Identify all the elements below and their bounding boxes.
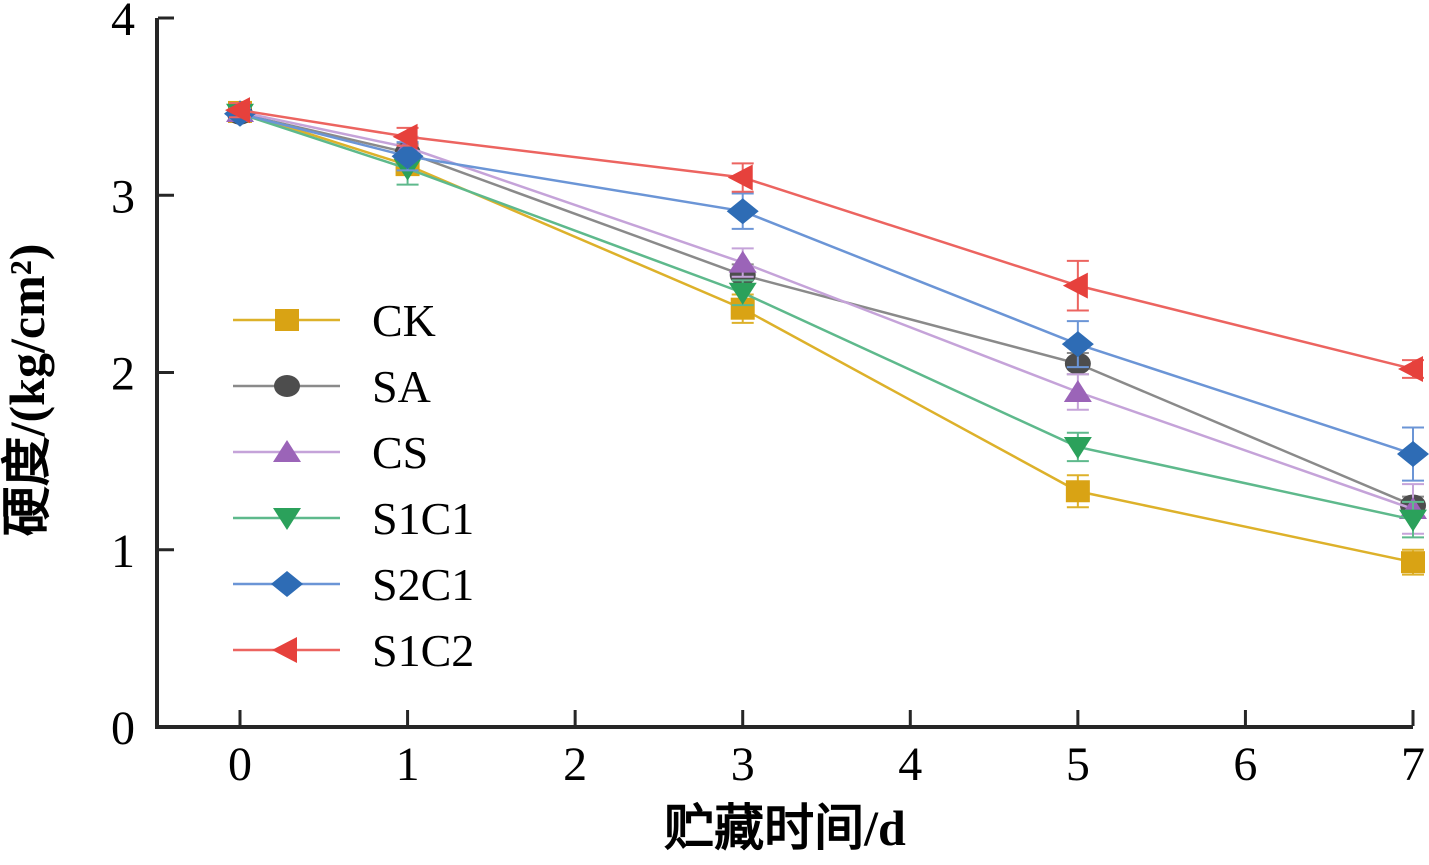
x-tick-label: 3 [731,738,755,791]
axes-lines [155,18,1413,729]
legend-label: S1C1 [372,493,474,544]
data-point-marker [391,143,424,170]
legend-item-SA: SA [233,361,431,412]
data-point-marker [1062,272,1088,299]
data-point-marker [1398,355,1423,382]
x-tick-label: 5 [1066,738,1090,791]
legend-item-CK: CK [233,295,436,346]
data-point-marker [1397,441,1429,468]
data-point-marker [1061,331,1094,358]
data-point-marker [728,250,757,273]
series-S2C1 [224,100,1429,482]
data-point-marker [728,282,757,305]
legend-diamond-marker [271,571,303,597]
data-point-marker [392,123,418,150]
y-tick-label: 4 [111,0,135,46]
y-tick-label: 1 [111,525,135,578]
x-tick-label: 1 [396,738,420,791]
y-tick-label: 3 [111,170,135,223]
legend-triangle-up-marker [273,440,301,462]
x-axis-title: 贮藏时间/d [664,800,906,856]
legend-label: S2C1 [372,559,474,610]
legend-item-S2C1: S2C1 [233,559,474,610]
legend-label: SA [372,361,431,412]
series-S1C2 [225,97,1424,382]
legend-label: CS [372,427,428,478]
data-point-marker [727,164,753,191]
legend-label: CK [372,295,436,346]
legend-label: S1C2 [372,625,474,676]
legend-triangle-down-marker [273,508,301,530]
data-point-marker [726,198,759,225]
y-axis-title: 硬度/(kg/cm²) [0,244,55,537]
legend-triangle-left-marker [272,637,297,663]
plot-area: 0 1 2 3 4 5 6 7 0 1 2 3 4 CK SA CS S1C1 S2C1 S1C2 [111,0,1429,791]
data-point-marker [1063,379,1092,402]
x-tick-label: 7 [1401,738,1425,791]
data-point-marker [1065,480,1090,503]
legend-item-S1C1: S1C1 [233,493,474,544]
data-point-marker [1399,509,1427,532]
legend-item-CS: CS [233,427,428,478]
data-point-marker [1063,436,1092,459]
legend-circle-marker [274,375,300,397]
legend-square-marker [275,309,299,331]
x-tick-label: 6 [1233,738,1257,791]
x-tick-label: 0 [228,738,252,791]
y-tick-label: 0 [111,702,135,755]
data-point-marker [1401,551,1425,574]
legend-item-S1C2: S1C2 [233,625,474,676]
data-point-marker [225,97,250,124]
data-point-marker [730,297,755,320]
x-tick-label: 4 [898,738,922,791]
y-tick-label: 2 [111,348,135,401]
legend: CK SA CS S1C1 S2C1 S1C2 [233,295,474,676]
x-tick-label: 2 [563,738,587,791]
